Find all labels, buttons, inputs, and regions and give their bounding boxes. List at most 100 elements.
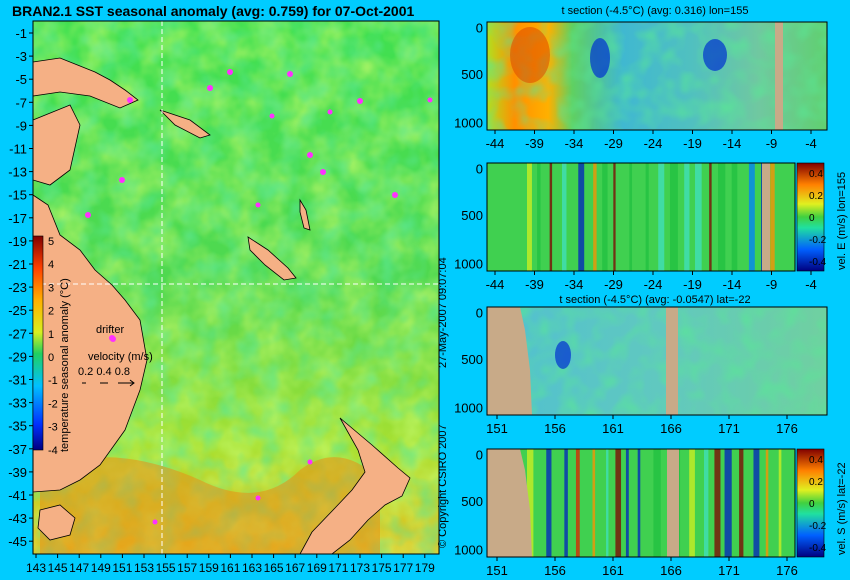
velocity-values: 0.2 0.4 0.8 [78,366,130,378]
lon-tick-label: 169 [307,561,327,575]
lat-tick-label: -15 [8,188,27,203]
depth-tick-label: 1000 [454,400,483,415]
lat-tick-label: -43 [8,511,27,526]
section-x-tick-label: -29 [604,136,623,151]
depth-tick-label: 1000 [454,256,483,271]
lon-tick-label: 149 [91,561,111,575]
velocity-cbar-tick-label: -0.2 [809,235,827,246]
velocity-cbar-tick-label: 0.2 [809,191,823,202]
depth-tick-label: 500 [461,208,483,223]
panel-3-title: t section (-4.5°C) (avg: -0.0547) lat=-2… [559,294,750,306]
lat-tick-label: -27 [8,326,27,341]
lon-tick-label: 173 [350,561,370,575]
panel-vel-s-lat-22[interactable]: vel. S (m/s) lat=-22 [486,448,848,558]
map-colorbar: 5 4 3 2 1 0 -1 -2 -3 -4 temperature seasonal anom… [32,235,71,457]
panel-temp-lat-22[interactable]: t section (-4.5°C) (avg: -0.0547) lat=-2… [486,294,828,416]
lon-tick-label: 175 [372,561,392,575]
section-x-tick-label: -4 [805,136,817,151]
land-new-guinea [32,57,139,109]
colorbar-tick-label: -2 [48,398,58,410]
land-australia [32,194,148,493]
lon-tick-label: 165 [264,561,284,575]
velocity-cbar-tick-label: -0.2 [809,521,827,532]
section-x-tick-label: -34 [565,277,584,292]
land-new-caledonia [247,236,297,281]
velocity-cbar-tick-label: -0.4 [809,257,827,268]
section-x-tick-label: -39 [525,277,544,292]
lat-tick-label: -1 [15,26,27,41]
panel-4-cbar-label: vel. S (m/s) lat=-22 [836,462,848,555]
land-new-zealand [299,417,411,555]
colorbar-tick-label: 0 [48,352,54,364]
section-x-tick-label: -44 [486,136,505,151]
lon-tick-label: 151 [112,561,132,575]
lat-tick-label: -33 [8,396,27,411]
lon-tick-label: 153 [134,561,154,575]
lat-tick-label: -25 [8,303,27,318]
panel-temp-lon155[interactable]: t section (-4.5°C) (avg: 0.316) lon=155 [486,5,828,131]
lat-tick-label: -39 [8,465,27,480]
lon-tick-label: 143 [26,561,46,575]
depth-tick-label: 1000 [454,542,483,557]
section-x-tick-label: 156 [544,421,566,436]
lat-tick-label: -5 [15,72,27,87]
lat-tick-label: -7 [15,95,27,110]
section-x-tick-label: 151 [486,563,508,578]
section-x-tick-label: 171 [718,563,740,578]
lat-tick-label: -35 [8,419,27,434]
velocity-cbar-tick-label: 0.4 [809,455,823,466]
colorbar-tick-label: 4 [48,259,54,271]
lon-tick-label: 171 [328,561,348,575]
section-x-tick-label: -24 [644,277,663,292]
lon-tick-label: 157 [177,561,197,575]
velocity-cbar-tick-label: 0.2 [809,477,823,488]
colorbar-tick-label: 1 [48,329,54,341]
lat-tick-label: -19 [8,234,27,249]
depth-tick-label: 0 [476,305,483,320]
section-x-tick-label: -9 [766,277,778,292]
colorbar-tick-label: -3 [48,422,58,434]
map-title: BRAN2.1 SST seasonal anomaly (avg: 0.759… [12,3,414,19]
panel-1-axes: 0 500 1000-44 -39 -34 -29 -24 -19 -14 -9 -4 [454,20,817,151]
velocity-cbar-tick-label: 0 [809,499,815,510]
copyright: © Copyright CSIRO 2007 [437,424,449,548]
map-legend: drifter velocity (m/s) 0.2 0.4 0.8 [78,324,153,387]
panel-vel-e-lon155[interactable]: vel. E (m/s) lon=155 [486,162,848,272]
depth-tick-label: 1000 [454,115,483,130]
panel-2-axes: 0 500 1000-44 -39 -34 -29 -24 -19 -14 -9 -4 0.4 0.2 0… [454,161,827,292]
lon-tick-label: 145 [48,561,68,575]
timestamp: 27-May-2007 09:07:04 [437,257,449,368]
lon-tick-label: 163 [242,561,262,575]
section-x-tick-label: -19 [683,136,702,151]
depth-tick-label: 0 [476,161,483,176]
lat-tick-label: -13 [8,165,27,180]
lon-tick-label: 147 [69,561,89,575]
drifter-label: drifter [96,324,124,336]
section-x-tick-label: 151 [486,421,508,436]
velocity-label: velocity (m/s) [88,351,153,363]
section-x-tick-label: 161 [602,421,624,436]
sst-map[interactable] [32,20,440,555]
section-x-tick-label: 161 [602,563,624,578]
lon-tick-label: 179 [415,561,435,575]
depth-tick-label: 0 [476,447,483,462]
depth-tick-label: 500 [461,67,483,82]
lat-tick-label: -9 [15,118,27,133]
colorbar-tick-label: -4 [48,445,58,457]
section-x-tick-label: 171 [718,421,740,436]
section-x-tick-label: 166 [660,563,682,578]
section-x-tick-label: -34 [565,136,584,151]
section-x-tick-label: -29 [604,277,623,292]
colorbar-tick-label: 2 [48,306,54,318]
section-x-tick-label: -44 [486,277,505,292]
panel-2-cbar-label: vel. E (m/s) lon=155 [836,172,848,270]
velocity-cbar-tick-label: -0.4 [809,543,827,554]
lat-axis: -1 -3 -5 -7 -9 -11 -13 -15 -17 -19 -21 -23 -25 -27 -29… [8,26,33,549]
lat-tick-label: -45 [8,534,27,549]
lat-tick-label: -11 [9,142,27,157]
lat-tick-label: -23 [8,280,27,295]
lat-tick-label: -3 [15,49,27,64]
